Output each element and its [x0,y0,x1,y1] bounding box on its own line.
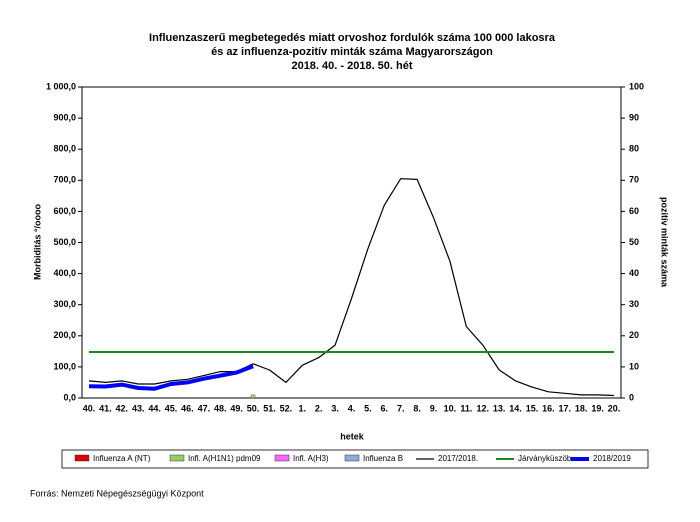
y-tick-label: 600,0 [53,206,76,216]
y2-tick-label: 10 [629,361,639,371]
legend-label: Infl. A(H1N1) pdm09 [188,454,261,463]
y2-axis-label: pozitív minták száma [660,197,670,288]
legend-label: 2018/2019 [593,454,631,463]
legend-label: Infl. A(H3) [293,454,329,463]
chart-title: és az influenza-pozitív minták száma Mag… [211,46,493,58]
x-tick-label: 17. [559,403,572,413]
y-tick-label: 0,0 [63,392,76,402]
x-tick-label: 15. [526,403,539,413]
y2-tick-label: 90 [629,112,639,122]
x-tick-label: 19. [591,403,604,413]
x-tick-label: 48. [214,403,227,413]
y-tick-label: 500,0 [53,237,76,247]
legend-swatch [344,454,360,462]
y2-tick-label: 50 [629,237,639,247]
x-tick-label: 45. [165,403,178,413]
x-tick-label: 1. [299,403,307,413]
y2-tick-label: 30 [629,299,639,309]
legend-label: 2017/2018. [438,454,478,463]
x-tick-label: 9. [430,403,438,413]
y-tick-label: 700,0 [53,175,76,185]
x-tick-label: 41. [99,403,112,413]
x-tick-label: 10. [444,403,457,413]
legend-swatch [74,454,90,462]
y-tick-label: 1 000,0 [46,81,76,91]
x-tick-label: 51. [263,403,276,413]
y-tick-label: 300,0 [53,299,76,309]
x-tick-label: 49. [230,403,243,413]
y-tick-label: 400,0 [53,268,76,278]
x-tick-label: 4. [348,403,356,413]
x-tick-label: 13. [493,403,506,413]
x-tick-label: 47. [198,403,211,413]
x-tick-label: 2. [315,403,323,413]
x-tick-label: 52. [280,403,293,413]
x-tick-label: 11. [460,403,472,413]
x-tick-label: 42. [116,403,129,413]
chart-title: 2018. 40. - 2018. 50. hét [291,60,412,72]
x-tick-label: 8. [413,403,421,413]
legend-swatch [274,454,290,462]
x-tick-label: 50. [247,403,260,413]
legend-swatch [169,454,185,462]
y2-tick-label: 20 [629,330,639,340]
x-tick-label: 43. [132,403,145,413]
bar [250,394,256,399]
chart-title: Influenzaszerű megbetegedés miatt orvosh… [149,32,556,44]
y-tick-label: 900,0 [53,112,76,122]
x-tick-label: 46. [181,403,194,413]
y-tick-label: 100,0 [53,361,76,371]
x-tick-label: 14. [509,403,522,413]
x-tick-label: 7. [397,403,405,413]
y2-tick-label: 80 [629,144,639,154]
x-tick-label: 5. [364,403,372,413]
legend-label: Járványküszöb [518,454,572,463]
x-tick-label: 12. [476,403,489,413]
x-axis-label: hetek [340,431,365,441]
y-axis-label: Morbiditás °/oooo [32,203,42,280]
y-tick-label: 800,0 [53,144,76,154]
y2-tick-label: 100 [629,81,644,91]
x-tick-label: 18. [575,403,588,413]
y2-tick-label: 0 [629,392,634,402]
x-tick-label: 6. [381,403,389,413]
legend-label: Influenza A (NT) [93,454,151,463]
x-tick-label: 16. [542,403,555,413]
source: Forrás: Nemzeti Népegészségügyi Központ [30,488,204,498]
x-tick-label: 40. [83,403,96,413]
legend-label: Influenza B [363,454,403,463]
x-tick-label: 3. [331,403,339,413]
y2-tick-label: 40 [629,268,639,278]
x-tick-label: 44. [148,403,161,413]
y-tick-label: 200,0 [53,330,76,340]
y2-tick-label: 70 [629,175,639,185]
line [88,364,254,391]
legend-box [61,449,649,469]
line [88,178,615,397]
y2-tick-label: 60 [629,206,639,216]
x-tick-label: 20. [608,403,621,413]
